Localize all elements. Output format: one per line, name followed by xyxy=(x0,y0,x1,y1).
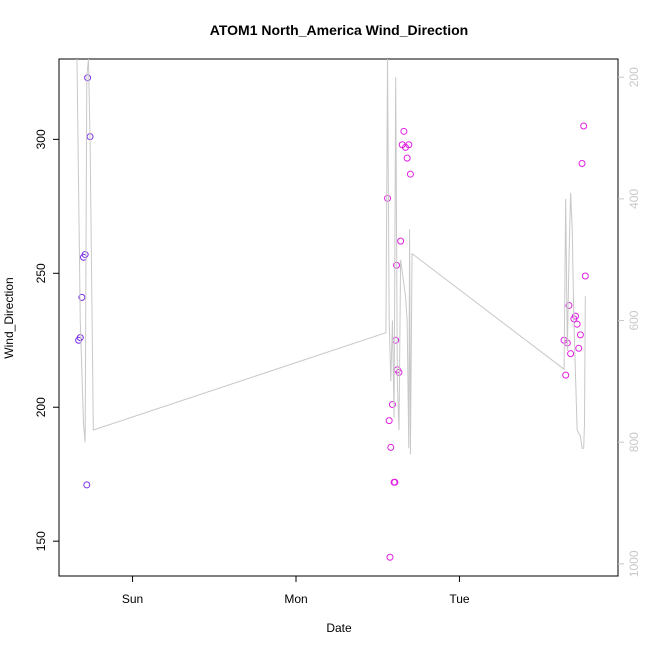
data-point-0-2 xyxy=(78,293,86,301)
data-point-1-6 xyxy=(391,478,399,486)
data-point-1-24 xyxy=(572,312,580,320)
data-point-1-26 xyxy=(575,344,583,352)
x-tick-label-0: Sun xyxy=(122,592,143,606)
data-point-1-15 xyxy=(403,154,411,162)
y-tick-label-0: 150 xyxy=(34,531,48,551)
data-point-1-29 xyxy=(580,122,588,130)
y-tick-label-3: 300 xyxy=(34,129,48,149)
data-point-1-1 xyxy=(385,417,393,425)
y2-tick-label-4: 1000 xyxy=(627,550,641,577)
data-point-1-17 xyxy=(406,170,414,178)
data-point-0-6 xyxy=(84,74,92,82)
data-point-1-30 xyxy=(581,272,589,280)
y-axis: 150 200 250 300 xyxy=(34,129,59,551)
data-point-1-10 xyxy=(395,368,403,376)
data-point-1-13 xyxy=(400,127,408,135)
data-point-1-16 xyxy=(405,141,413,149)
chart-title: ATOM1 North_America Wind_Direction xyxy=(210,22,468,38)
secondary-y-axis: 200 400 600 800 1000 xyxy=(618,67,641,577)
data-point-1-25 xyxy=(573,320,581,328)
data-point-1-27 xyxy=(576,331,584,339)
plot-frame xyxy=(58,58,619,577)
data-point-1-0 xyxy=(384,194,392,202)
y2-tick-label-2: 600 xyxy=(627,310,641,330)
x-axis-label: Date xyxy=(326,621,352,635)
series-line-2 xyxy=(76,58,586,455)
x-tick-label-1: Mon xyxy=(284,592,307,606)
data-point-1-19 xyxy=(562,371,570,379)
data-point-1-7 xyxy=(392,336,400,344)
data-point-1-28 xyxy=(578,159,586,167)
data-point-1-4 xyxy=(388,401,396,409)
data-point-1-22 xyxy=(567,350,575,358)
x-tick-label-2: Tue xyxy=(449,592,470,606)
data-point-1-2 xyxy=(386,553,394,561)
series-layer xyxy=(75,58,589,561)
x-axis: Sun Mon Tue xyxy=(122,576,470,606)
y-tick-label-2: 250 xyxy=(34,263,48,283)
data-point-0-5 xyxy=(83,481,91,489)
data-point-1-3 xyxy=(387,443,395,451)
data-point-1-11 xyxy=(397,237,405,245)
data-point-0-4 xyxy=(81,251,89,259)
y-tick-label-1: 200 xyxy=(34,397,48,417)
y-axis-label: Wind_Direction xyxy=(2,277,16,358)
data-point-1-21 xyxy=(565,301,573,309)
y2-tick-label-0: 200 xyxy=(627,67,641,87)
y2-tick-label-1: 400 xyxy=(627,189,641,209)
y2-tick-label-3: 800 xyxy=(627,432,641,452)
